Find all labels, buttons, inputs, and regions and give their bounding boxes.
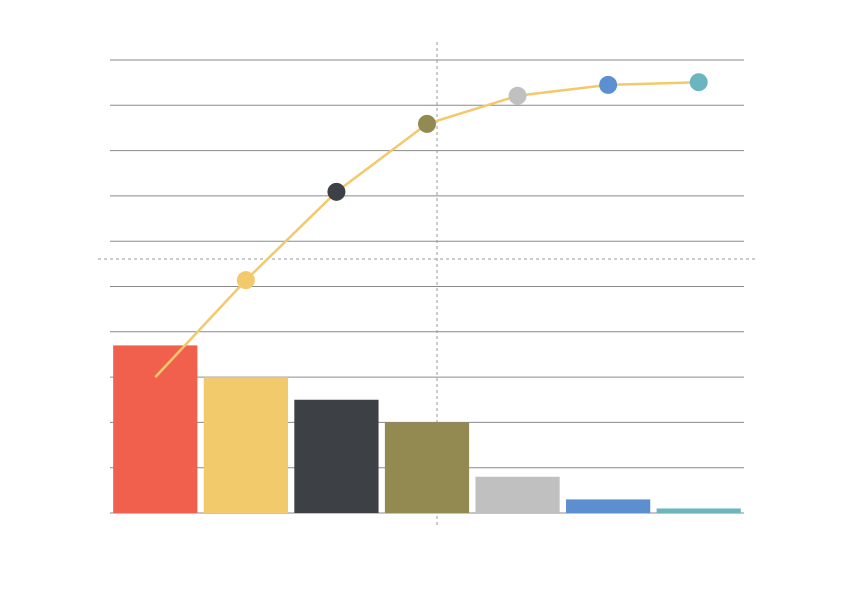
line-marker — [327, 182, 346, 201]
line-marker — [599, 75, 618, 94]
bar — [203, 377, 288, 513]
line-marker — [689, 73, 708, 92]
bar — [656, 508, 741, 513]
bar — [566, 499, 651, 513]
bar — [475, 476, 560, 513]
line-marker — [508, 86, 527, 105]
line-marker — [236, 271, 255, 290]
bar — [384, 422, 470, 513]
line-marker — [418, 114, 436, 133]
bar — [113, 345, 198, 513]
bar — [294, 399, 379, 513]
